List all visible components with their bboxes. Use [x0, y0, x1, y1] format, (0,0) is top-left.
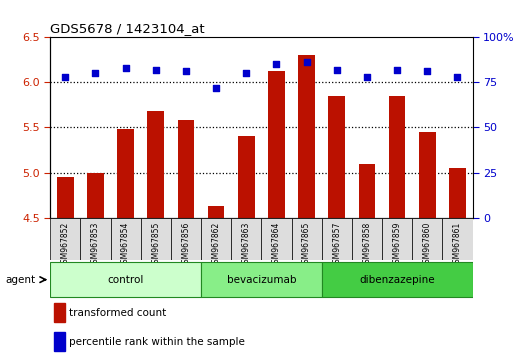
Bar	[359, 164, 375, 218]
Bar	[382, 218, 412, 260]
Text: GSM967865: GSM967865	[302, 222, 311, 268]
Bar	[261, 218, 291, 260]
Text: control: control	[107, 275, 144, 285]
Bar	[268, 72, 285, 218]
Text: bevacizumab: bevacizumab	[227, 275, 296, 285]
Bar	[419, 132, 436, 218]
Point	[242, 70, 250, 76]
Bar	[201, 218, 231, 260]
Bar	[238, 136, 254, 218]
Point	[121, 65, 130, 71]
Bar	[117, 129, 134, 218]
Bar	[80, 218, 110, 260]
FancyBboxPatch shape	[201, 262, 322, 297]
Bar	[140, 218, 171, 260]
Bar	[171, 218, 201, 260]
Bar	[231, 218, 261, 260]
Bar	[298, 55, 315, 218]
Bar	[50, 218, 80, 260]
Bar	[177, 120, 194, 218]
Bar	[57, 177, 73, 218]
Bar	[147, 111, 164, 218]
Bar	[412, 218, 442, 260]
Text: GSM967861: GSM967861	[453, 222, 462, 268]
Bar	[54, 332, 65, 351]
Point	[363, 74, 371, 80]
Text: dibenzazepine: dibenzazepine	[360, 275, 435, 285]
Point	[91, 70, 100, 76]
Point	[152, 67, 160, 73]
Text: GSM967864: GSM967864	[272, 222, 281, 268]
Text: GSM967856: GSM967856	[182, 222, 191, 268]
Bar	[110, 218, 140, 260]
Bar	[291, 218, 322, 260]
Text: GSM967853: GSM967853	[91, 222, 100, 268]
Text: agent: agent	[5, 275, 35, 285]
Bar	[54, 303, 65, 322]
Bar	[87, 172, 103, 218]
Point	[272, 61, 281, 67]
FancyBboxPatch shape	[50, 262, 201, 297]
Bar	[449, 168, 466, 218]
Text: GDS5678 / 1423104_at: GDS5678 / 1423104_at	[50, 22, 205, 35]
Text: GSM967863: GSM967863	[242, 222, 251, 268]
Point	[61, 74, 70, 80]
Point	[393, 67, 401, 73]
Text: GSM967858: GSM967858	[362, 222, 372, 268]
Bar	[442, 218, 473, 260]
Text: GSM967854: GSM967854	[121, 222, 130, 268]
Text: GSM967852: GSM967852	[61, 222, 70, 268]
Bar	[328, 96, 345, 218]
Text: transformed count: transformed count	[69, 308, 166, 318]
Text: percentile rank within the sample: percentile rank within the sample	[69, 337, 245, 347]
Point	[453, 74, 461, 80]
Point	[303, 59, 311, 65]
Text: GSM967862: GSM967862	[212, 222, 221, 268]
Point	[182, 69, 190, 74]
FancyBboxPatch shape	[322, 262, 473, 297]
Point	[423, 69, 431, 74]
Bar	[208, 206, 224, 218]
Bar	[389, 96, 406, 218]
Text: GSM967855: GSM967855	[151, 222, 161, 268]
Text: GSM967859: GSM967859	[393, 222, 402, 268]
Point	[212, 85, 220, 91]
Text: GSM967860: GSM967860	[423, 222, 432, 268]
Text: GSM967857: GSM967857	[332, 222, 341, 268]
Bar	[322, 218, 352, 260]
Bar	[352, 218, 382, 260]
Point	[333, 67, 341, 73]
